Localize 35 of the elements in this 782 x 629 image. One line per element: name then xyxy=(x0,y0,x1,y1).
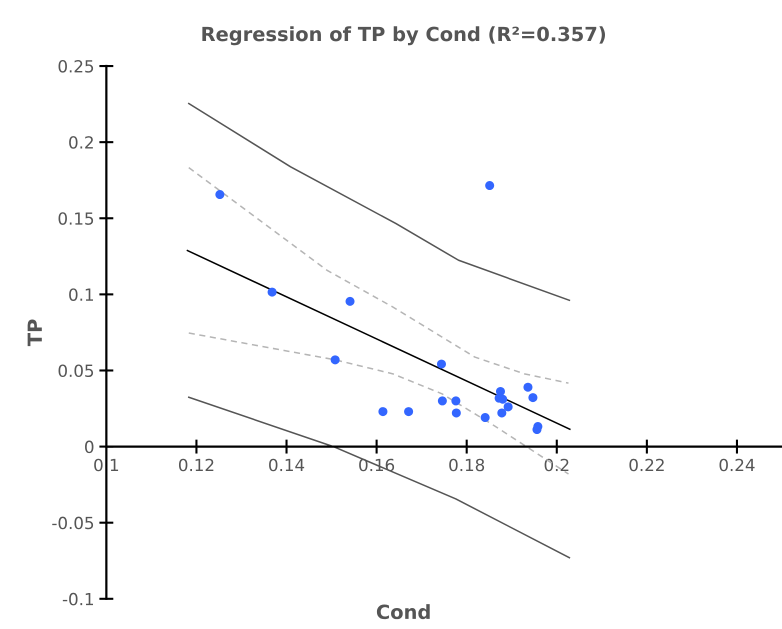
y-tick-label: 0.15 xyxy=(58,212,94,225)
point xyxy=(497,408,506,418)
line-series xyxy=(188,166,570,384)
point xyxy=(215,190,224,200)
y-tick-label: 0 xyxy=(85,440,94,454)
x-tick-label: 0.18 xyxy=(449,458,484,472)
point xyxy=(436,360,446,369)
point xyxy=(378,407,388,416)
point xyxy=(452,408,461,418)
y-tick-label: 0.25 xyxy=(58,60,94,73)
point xyxy=(528,393,538,402)
y-tick-label: 0.05 xyxy=(58,364,94,378)
x-axis-title: Cond xyxy=(376,604,430,620)
point xyxy=(523,382,532,392)
point xyxy=(451,396,460,406)
point xyxy=(485,181,494,190)
point xyxy=(480,413,490,422)
point xyxy=(330,355,340,364)
y-tick-label: 0.1 xyxy=(69,288,94,301)
line-series xyxy=(188,102,570,302)
chart-title: Regression of TP by Cond (R²=0.357) xyxy=(202,26,606,46)
x-tick-label: 0.2 xyxy=(544,458,568,472)
x-tick-label: 0.24 xyxy=(720,458,755,472)
x-tick-label: 0.14 xyxy=(269,458,304,472)
x-tick-label: 0.22 xyxy=(629,458,664,472)
y-tick-label: -0.05 xyxy=(52,516,94,530)
y-tick-label: 0.2 xyxy=(69,136,93,149)
y-axis-title: TP xyxy=(28,319,42,346)
point xyxy=(504,402,513,412)
x-tick-label: 0.12 xyxy=(178,458,214,472)
y-tick-label: -0.1 xyxy=(62,592,94,606)
point xyxy=(438,396,447,406)
point xyxy=(404,407,414,416)
point xyxy=(268,288,277,297)
point xyxy=(346,296,355,306)
